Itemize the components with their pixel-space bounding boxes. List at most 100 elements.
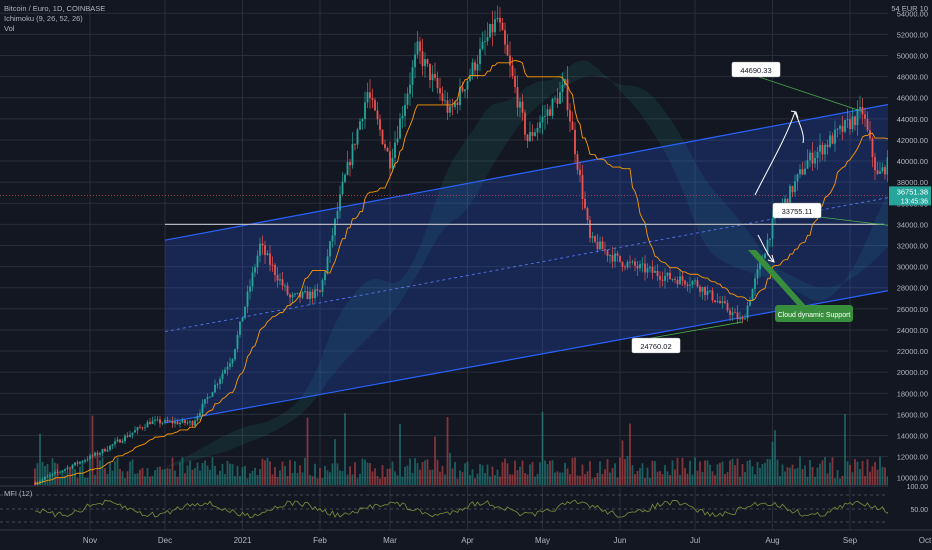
time-tick-label: Jul [690,536,700,545]
candle-body [536,127,539,133]
indicator-ichimoku-label[interactable]: Ichimoku (9, 26, 52, 26) [4,14,83,23]
price-tick-label: 48000.00 [897,73,928,82]
candle-body [351,143,354,166]
candle-body [71,465,74,469]
candle-body [304,291,306,293]
time-axis[interactable]: NovDec2021FebMarAprMayJunJulAugSepOctNov… [0,529,932,550]
volume-bar [456,478,459,485]
volume-bar [256,474,259,485]
price-tick-label: 30000.00 [897,263,928,272]
candle-body [789,186,791,204]
mfi-label[interactable]: MFI (12) [4,489,33,498]
volume-bar [76,478,79,485]
candle-body [109,445,111,450]
candle-body [154,419,156,421]
candle-body [454,102,456,107]
volume-bar [764,462,766,485]
mfi-tick-label: 100.00 [907,484,929,491]
candle-body [259,243,261,256]
symbol-title[interactable]: Bitcoin / Euro, 1D, COINBASE [4,4,106,13]
candle-body [276,275,279,281]
candle-body [249,286,251,292]
candle-body [629,262,631,263]
candle-body [166,419,169,422]
volume-bar [446,417,449,485]
volume-bar [731,458,734,485]
ichimoku-cloud [100,60,932,485]
candle-body [849,119,851,130]
candle-body [429,63,431,81]
volume-bar [86,477,89,485]
volume-bar [739,476,741,485]
candle-body [589,220,591,238]
candle-body [521,101,524,113]
time-tick-label: Sep [843,536,858,545]
volume-bar [794,469,796,485]
annotations[interactable]: 44690.33 33755.11 24760.02 Cloud dynamic Su… [631,61,903,354]
candle-body [671,279,674,280]
candle-body [691,281,694,285]
volume-bar [734,465,736,485]
volume-bar [546,464,549,485]
volume-bar [681,457,684,485]
volume-bar [41,462,44,485]
candle-body [534,132,536,136]
volume-bar [356,478,359,485]
volume-bar [194,468,196,485]
candle-body [389,151,391,169]
candle-body [256,255,259,268]
volume-bar [214,465,216,485]
candle-body [106,449,109,452]
volume-bar [216,474,219,485]
candle-body [179,422,181,425]
arrow-down-drawing [757,234,775,263]
candle-body [431,73,434,81]
volume-bar [226,460,229,485]
annotation-pointer [755,75,863,112]
candle-body [824,144,826,155]
candle-body [361,118,364,122]
candle-body [46,476,49,478]
price-tick-label: 18000.00 [897,389,928,398]
time-tick-label: May [535,536,550,545]
volume-bar [759,467,761,485]
volume-bar [279,470,281,485]
volume-bar [229,463,231,485]
volume-bar [201,463,204,485]
volume-bar [119,468,121,485]
volume-bar [189,460,191,485]
candle-body [246,291,249,307]
candle-body [461,87,464,92]
volume-bar [51,458,54,485]
candle-body [286,285,289,295]
price-tick-label: 12000.00 [897,453,928,462]
volume-bar [619,457,621,485]
volume-bar [581,464,584,485]
candle-body [526,134,529,141]
volume-bar [404,466,406,485]
volume-bar [824,457,826,485]
candle-body [489,24,491,38]
volume-bar [599,461,601,485]
candle-body [244,306,246,318]
candle-body [464,89,466,92]
candle-body [41,479,44,482]
volume-bar [174,470,176,485]
volume-bar [136,473,139,485]
indicator-volume-label[interactable]: Vol [4,24,15,33]
candle-body [494,19,496,33]
volume-bar [391,461,394,485]
volume-bar [479,464,481,485]
annotation-high-label-box [731,61,781,78]
candle-body [806,160,809,169]
volume-bar [839,478,841,485]
volume-bar [654,461,656,485]
candle-body [749,300,751,306]
candle-body [566,79,569,111]
candle-body [646,268,649,273]
volume-bar [721,461,724,485]
candle-body [81,461,84,463]
candle-body [769,238,771,240]
